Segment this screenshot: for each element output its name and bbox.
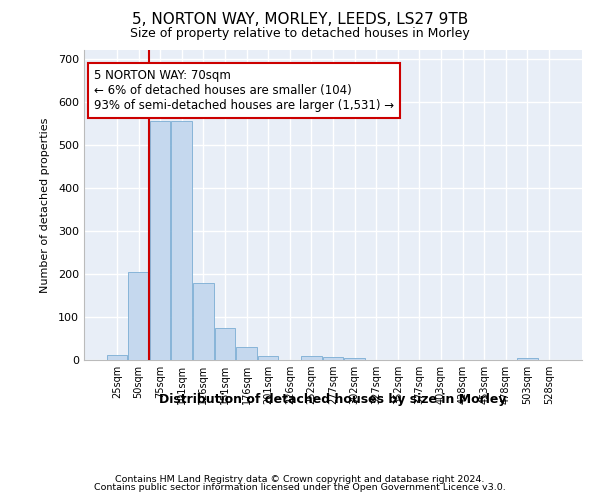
Bar	[128, 272, 149, 360]
Bar	[323, 356, 343, 360]
Bar	[301, 356, 322, 360]
Text: 5, NORTON WAY, MORLEY, LEEDS, LS27 9TB: 5, NORTON WAY, MORLEY, LEEDS, LS27 9TB	[132, 12, 468, 28]
Y-axis label: Number of detached properties: Number of detached properties	[40, 118, 50, 292]
Bar	[215, 328, 235, 360]
Bar	[236, 347, 257, 360]
Text: Contains HM Land Registry data © Crown copyright and database right 2024.: Contains HM Land Registry data © Crown c…	[115, 475, 485, 484]
Text: Contains public sector information licensed under the Open Government Licence v3: Contains public sector information licen…	[94, 484, 506, 492]
Bar	[344, 358, 365, 360]
Bar	[517, 358, 538, 360]
Bar	[150, 121, 170, 360]
Text: Distribution of detached houses by size in Morley: Distribution of detached houses by size …	[159, 392, 507, 406]
Bar	[172, 121, 192, 360]
Text: 5 NORTON WAY: 70sqm
← 6% of detached houses are smaller (104)
93% of semi-detach: 5 NORTON WAY: 70sqm ← 6% of detached hou…	[94, 68, 394, 112]
Bar	[193, 282, 214, 360]
Bar	[258, 356, 278, 360]
Text: Size of property relative to detached houses in Morley: Size of property relative to detached ho…	[130, 28, 470, 40]
Bar	[107, 355, 127, 360]
